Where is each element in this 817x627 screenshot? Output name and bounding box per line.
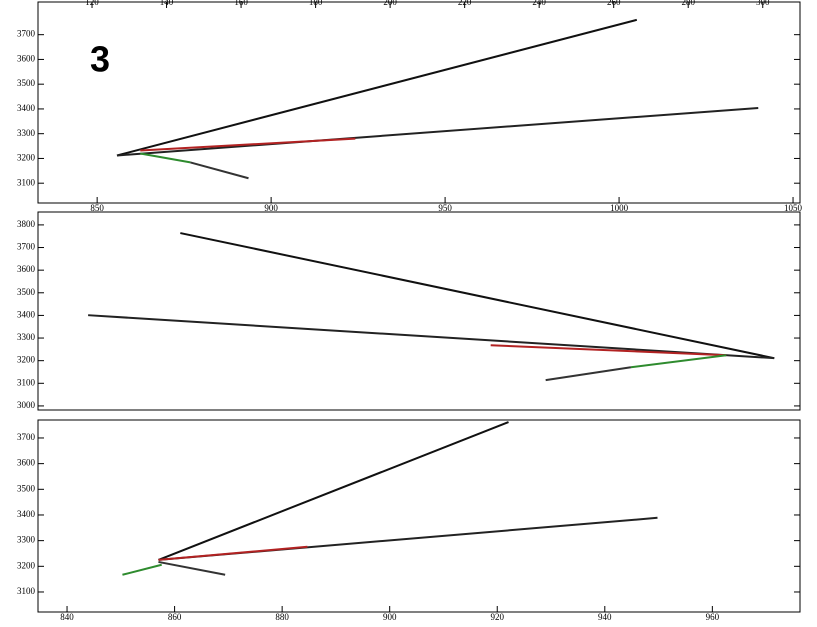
plot-frame [37,419,801,613]
panel-label: 3 [90,39,110,80]
track [490,344,727,357]
x-tick-label: 860 [168,612,182,622]
y-tick-label: 3100 [17,377,36,387]
y-tick-label: 3800 [17,219,36,229]
y-tick-label: 3300 [17,535,36,545]
x2-tick-label: 140 [160,0,174,7]
x-tick-label: 940 [598,612,612,622]
track [158,421,509,561]
y-tick-label: 3500 [17,483,36,493]
plot-frame [37,211,801,411]
x-tick-label: 950 [438,203,452,213]
track [180,232,775,360]
track [140,137,356,152]
y-tick-label: 3500 [17,78,36,88]
x2-tick-label: 240 [532,0,546,7]
y-tick-label: 3400 [17,103,36,113]
x-tick-label: 850 [90,203,104,213]
x2-tick-label: 180 [309,0,323,7]
x-tick-label: 960 [706,612,720,622]
plot-frame [37,1,801,204]
track [140,152,191,164]
y-tick-label: 3600 [17,458,36,468]
y-tick-label: 3200 [17,153,36,163]
y-tick-label: 3500 [17,287,36,297]
y-tick-label: 3600 [17,264,36,274]
y-tick-label: 3200 [17,560,36,570]
y-tick-label: 3400 [17,509,36,519]
y-tick-label: 3100 [17,177,36,187]
y-tick-label: 3100 [17,586,36,596]
x-tick-label: 920 [490,612,504,622]
x-tick-label: 1000 [610,203,629,213]
y-tick-label: 3400 [17,309,36,319]
y-tick-label: 3000 [17,400,36,410]
x2-tick-label: 120 [85,0,99,7]
x2-tick-label: 160 [234,0,248,7]
x-tick-label: 840 [60,612,74,622]
track [158,560,226,576]
x2-tick-label: 220 [458,0,472,7]
x-tick-label: 900 [383,612,397,622]
track [88,314,775,360]
x2-tick-label: 200 [383,0,397,7]
y-tick-label: 3700 [17,29,36,39]
y-tick-label: 3300 [17,332,36,342]
track [116,18,638,157]
track [190,161,249,180]
track [545,366,632,382]
x-tick-label: 880 [275,612,289,622]
x2-tick-label: 300 [756,0,770,7]
track [122,563,162,576]
track [158,545,308,561]
x2-tick-label: 260 [607,0,621,7]
x-tick-label: 1050 [784,203,803,213]
x-tick-label: 900 [264,203,278,213]
track [116,106,759,157]
track [630,354,727,369]
x2-tick-label: 280 [681,0,695,7]
y-tick-label: 3700 [17,242,36,252]
y-tick-label: 3600 [17,53,36,63]
y-tick-label: 3200 [17,355,36,365]
y-tick-label: 3300 [17,128,36,138]
y-tick-label: 3700 [17,432,36,442]
